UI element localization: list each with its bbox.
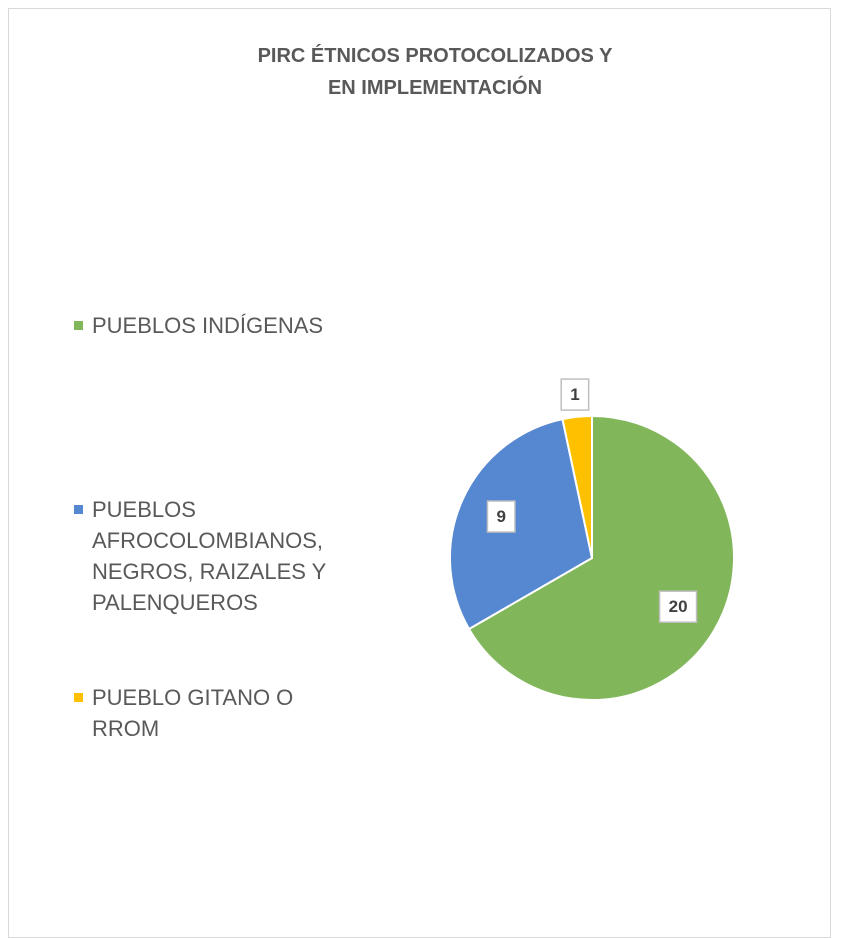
pie-slice: [467, 414, 735, 701]
pie-slice: [449, 417, 594, 631]
data-label: 9: [496, 507, 505, 526]
chart-title: PIRC ÉTNICOS PROTOCOLIZADOS Y EN IMPLEME…: [257, 45, 613, 99]
legend-entry: PUEBLO GITANO O RROM: [74, 682, 344, 744]
legend-entry: PUEBLOS INDÍGENAS: [74, 310, 344, 341]
legend-label: PUEBLO GITANO O RROM: [92, 685, 294, 741]
data-label-box: [560, 378, 590, 411]
data-label-box: [486, 500, 516, 533]
legend-label: PUEBLOS AFROCOLOMBIANOS, NEGROS, RAIZALE…: [92, 497, 326, 615]
legend-swatch: [74, 693, 83, 702]
legend-entry: PUEBLOS AFROCOLOMBIANOS, NEGROS, RAIZALE…: [74, 494, 344, 618]
data-label: 20: [669, 597, 688, 616]
legend-label: PUEBLOS INDÍGENAS: [92, 313, 324, 338]
legend-swatch: [74, 321, 83, 330]
data-label: 1: [570, 385, 579, 404]
legend-swatch: [74, 505, 83, 514]
data-label-box: [658, 590, 698, 623]
pie-slice: [561, 414, 593, 559]
